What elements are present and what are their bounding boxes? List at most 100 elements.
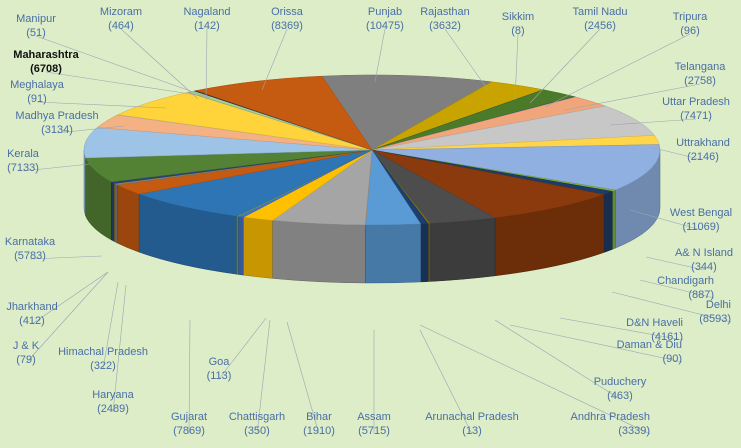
label-value-chandigarh: (887) <box>688 289 714 301</box>
label-value-daman-diu: (90) <box>662 353 682 365</box>
leader-line-tamil-nadu <box>529 28 601 104</box>
leader-line-chattisgarh <box>256 319 271 435</box>
label-value-d-n-haveli: (4161) <box>651 331 683 343</box>
label-name-a-n-island: A& N Island <box>675 247 733 259</box>
pie-slice-kerala <box>83 127 373 159</box>
leader-line-gujarat <box>188 319 191 435</box>
pie-side-andhra-pradesh <box>365 223 421 284</box>
label-value-assam: (5715) <box>358 425 390 437</box>
label-name-daman-diu: Daman & Diu <box>617 339 682 351</box>
leader-line-mizoram <box>120 28 199 100</box>
label-name-karnataka: Karnataka <box>5 236 56 248</box>
leader-line-andhra-pradesh <box>419 324 651 435</box>
label-value-sikkim: (8) <box>511 25 524 37</box>
label-name-telangana: Telangana <box>675 61 727 73</box>
leader-line-meghalaya <box>36 101 167 109</box>
label-value-himachal-pradesh: (322) <box>90 360 116 372</box>
label-name-d-n-haveli: D&N Haveli <box>626 317 683 329</box>
label-value-punjab: (10475) <box>366 20 404 32</box>
label-name-mizoram: Mizoram <box>100 6 142 18</box>
label-name-sikkim: Sikkim <box>502 11 534 23</box>
label-name-arunachal-pradesh: Arunachal Pradesh <box>425 411 519 423</box>
label-value-kerala: (7133) <box>7 162 39 174</box>
label-name-maharashtra: Maharashtra <box>13 49 79 61</box>
leader-line-west-bengal <box>629 209 702 231</box>
label-value-meghalaya: (91) <box>27 93 47 105</box>
leader-line-kerala <box>22 163 91 172</box>
pie-slice-west-bengal <box>371 144 661 191</box>
label-name-assam: Assam <box>357 411 391 423</box>
label-value-mizoram: (464) <box>108 20 134 32</box>
leader-line-layer <box>22 28 732 435</box>
leader-line-daman-diu <box>509 324 683 363</box>
leader-line-arunachal-pradesh <box>419 329 473 435</box>
label-value-tamil-nadu: (2456) <box>584 20 616 32</box>
leader-line-a-n-island <box>645 256 705 271</box>
pie-side-bihar <box>243 216 273 279</box>
label-value-telangana: (2758) <box>684 75 716 87</box>
label-value-manipur: (51) <box>26 27 46 39</box>
leader-line-puduchery <box>494 319 621 400</box>
label-value-jharkhand: (412) <box>19 315 45 327</box>
label-name-andhra-pradesh: Andhra Pradesh <box>571 411 651 423</box>
pie-slice-uttar-pradesh <box>371 105 655 151</box>
pie-side-assam <box>272 220 366 284</box>
label-name-uttar-pradesh: Uttar Pradesh <box>662 96 730 108</box>
label-value-karnataka: (5783) <box>14 250 46 262</box>
label-name-gujarat: Gujarat <box>171 411 207 423</box>
label-name-bihar: Bihar <box>306 411 332 423</box>
label-name-rajasthan: Rajasthan <box>420 6 470 18</box>
leader-line-orissa <box>261 28 288 91</box>
label-name-meghalaya: Meghalaya <box>10 79 65 91</box>
leader-line-telangana <box>564 83 701 111</box>
label-name-punjab: Punjab <box>368 6 402 18</box>
pie-side-jharkhand <box>111 181 115 242</box>
leader-line-punjab <box>374 28 386 83</box>
label-name-delhi: Delhi <box>706 299 731 311</box>
label-name-uttrakhand: Uttrakhand <box>676 137 730 149</box>
leader-line-haryana <box>112 284 127 413</box>
label-value-west-bengal: (11069) <box>682 221 719 233</box>
label-name-tripura: Tripura <box>673 11 708 23</box>
label-value-orissa: (8369) <box>271 20 303 32</box>
pie-side-puduchery <box>420 223 429 283</box>
label-value-rajasthan: (3632) <box>429 20 461 32</box>
pie-top-layer <box>83 74 661 226</box>
label-value-puduchery: (463) <box>607 390 633 402</box>
leader-line-uttar-pradesh <box>609 118 697 126</box>
label-name-himachal-pradesh: Himachal Pradesh <box>58 346 148 358</box>
leader-line-bihar <box>286 321 320 435</box>
pie-slice-gujarat <box>138 149 373 217</box>
label-value-j-k: (79) <box>16 354 36 366</box>
label-name-chandigarh: Chandigarh <box>657 275 714 287</box>
pie-side-haryana <box>117 184 140 253</box>
label-value-a-n-island: (344) <box>691 261 717 273</box>
label-name-puduchery: Puduchery <box>594 376 647 388</box>
leader-line-uttrakhand <box>649 146 704 161</box>
pie-slice-delhi <box>371 149 605 219</box>
label-name-haryana: Haryana <box>92 389 134 401</box>
label-name-chattisgarh: Chattisgarh <box>229 411 285 423</box>
label-value-madhya-pradesh: (3134) <box>41 124 73 136</box>
label-value-delhi: (8593) <box>699 313 731 325</box>
label-name-j-k: J & K <box>13 340 40 352</box>
label-name-nagaland: Nagaland <box>183 6 230 18</box>
pie-side-himachal-pradesh <box>114 183 118 244</box>
leader-line-goa <box>218 317 267 380</box>
pie-slice-orissa <box>195 75 373 151</box>
leader-line-karnataka <box>29 255 103 260</box>
leader-line-delhi <box>611 291 732 323</box>
label-name-goa: Goa <box>209 356 231 368</box>
label-value-maharashtra: (6708) <box>30 63 62 75</box>
pie-side-chandigarh <box>603 190 613 253</box>
leader-line-tripura <box>544 33 691 108</box>
label-value-tripura: (96) <box>680 25 700 37</box>
leader-line-himachal-pradesh <box>102 281 119 370</box>
leader-line-jharkhand <box>31 271 109 325</box>
label-value-uttar-pradesh: (7471) <box>680 110 712 122</box>
label-value-bihar: (1910) <box>303 425 335 437</box>
label-value-uttrakhand: (2146) <box>687 151 719 163</box>
label-value-chattisgarh: (350) <box>244 425 270 437</box>
label-value-nagaland: (142) <box>194 20 220 32</box>
